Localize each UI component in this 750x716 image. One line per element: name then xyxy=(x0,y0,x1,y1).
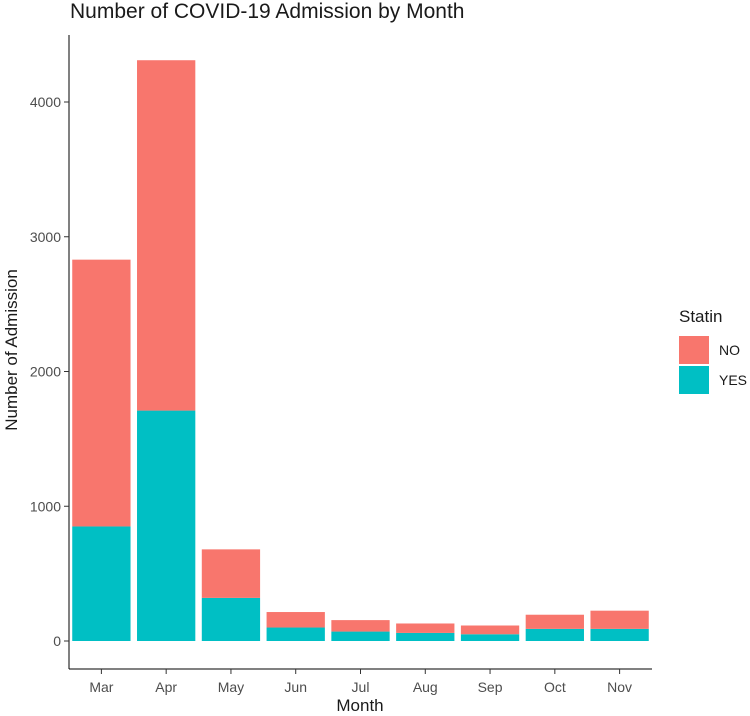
x-tick-label: Sep xyxy=(478,679,503,695)
y-tick-label: 2000 xyxy=(30,364,61,380)
y-axis-title: Number of Admission xyxy=(2,269,21,431)
bar-sep-yes xyxy=(460,634,520,641)
y-ticks-group: 0 1000 2000 3000 4000 xyxy=(30,94,69,649)
bar-may-yes xyxy=(201,597,261,641)
bar-oct-yes xyxy=(525,628,584,641)
x-tick-label: Mar xyxy=(89,679,113,695)
bar-aug-yes xyxy=(396,632,455,641)
x-tick-label: Jun xyxy=(284,679,307,695)
legend-swatch-yes xyxy=(679,366,709,394)
bar-jun-no xyxy=(266,612,325,628)
legend-title: Statin xyxy=(679,307,722,326)
legend: NO YES xyxy=(679,336,747,394)
bar-jun-yes xyxy=(266,627,325,641)
x-axis-title: Month xyxy=(336,696,383,715)
bar-mar-yes xyxy=(72,526,131,641)
bar-jul-no xyxy=(331,620,390,632)
bar-aug-no xyxy=(396,623,455,633)
x-tick-label: Oct xyxy=(544,679,566,695)
x-tick-label: May xyxy=(218,679,244,695)
bar-oct-no xyxy=(525,614,584,629)
chart-title: Number of COVID-19 Admission by Month xyxy=(70,0,465,23)
bar-may-no xyxy=(201,549,261,598)
y-tick-label: 0 xyxy=(53,633,61,649)
y-tick-label: 4000 xyxy=(30,94,61,110)
legend-swatch-no xyxy=(679,336,709,364)
bar-apr-yes xyxy=(137,410,196,641)
legend-label-no: NO xyxy=(719,342,740,358)
y-tick-label: 3000 xyxy=(30,229,61,245)
legend-label-yes: YES xyxy=(719,372,747,388)
bar-sep-no xyxy=(460,625,520,635)
x-ticks-group: Mar Apr May Jun Jul Aug Sep Oct Nov xyxy=(89,669,632,695)
bar-apr-no xyxy=(137,60,196,411)
bars-group xyxy=(72,60,649,641)
x-tick-label: Apr xyxy=(155,679,177,695)
bar-nov-no xyxy=(590,610,649,629)
x-tick-label: Jul xyxy=(352,679,370,695)
bar-jul-yes xyxy=(331,631,390,641)
x-tick-label: Aug xyxy=(413,679,438,695)
bar-nov-yes xyxy=(590,628,649,641)
bar-mar-no xyxy=(72,259,131,527)
x-tick-label: Nov xyxy=(607,679,632,695)
y-tick-label: 1000 xyxy=(30,498,61,514)
